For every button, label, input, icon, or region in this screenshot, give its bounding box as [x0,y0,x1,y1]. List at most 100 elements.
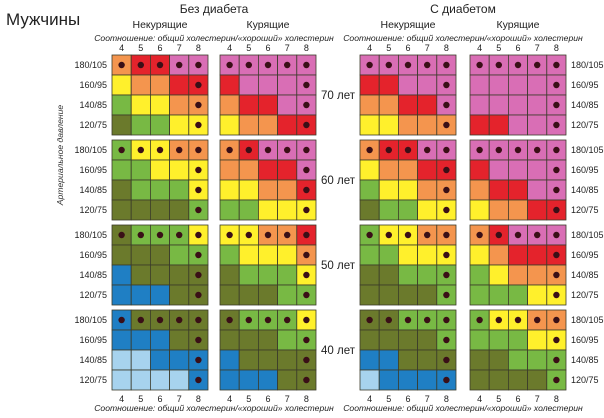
x-tick-label: 6 [265,394,270,404]
risk-cell [277,199,298,221]
risk-cell [257,74,278,96]
risk-dot [553,291,560,299]
xlabel-top-right: Соотношение: общий холестерин/«хороший» … [343,33,583,43]
x-tick-label: 8 [444,394,449,404]
risk-dot [553,121,560,129]
risk-cell [111,369,132,391]
risk-dot [226,316,233,324]
risk-dot [156,316,164,324]
risk-cell [130,94,151,116]
risk-dot [534,61,541,69]
risk-cell [417,244,438,266]
risk-dot [284,231,291,239]
risk-dot [118,231,125,239]
x-tick-label: 6 [157,43,162,53]
group-label-diabetes: С диабетом [430,2,496,16]
risk-cell [417,94,438,116]
panel-label-nonsmoker-no-diabetes: Некурящие [132,19,187,31]
risk-cell [219,349,240,371]
risk-cell [469,159,490,181]
risk-dot [366,316,373,324]
x-tick-label: 7 [535,43,540,53]
y-tick-label: 140/85 [79,185,107,195]
risk-cell [397,94,418,116]
risk-dot [303,101,310,109]
risk-cell [219,179,240,201]
risk-dot [284,146,291,154]
x-tick-label: 5 [496,394,501,404]
risk-cell [149,369,170,391]
y-tick-label: 140/85 [79,355,107,365]
ylabel: Артериальное давление [55,105,65,207]
x-tick-label: 6 [515,43,520,53]
x-tick-label: 7 [177,43,182,53]
risk-dot [245,146,252,154]
risk-cell [397,264,418,286]
risk-dot [385,231,392,239]
risk-dot [303,271,310,279]
risk-dot [424,231,431,239]
risk-cell [257,369,278,391]
risk-dot [476,316,483,324]
risk-cell [488,329,509,351]
risk-cell [488,264,509,286]
risk-cell [219,74,240,96]
risk-cell [219,369,240,391]
risk-cell [469,329,490,351]
risk-cell [527,179,548,201]
risk-dot [385,316,392,324]
risk-cell [149,284,170,306]
y-tick-label: 160/95 [571,80,599,90]
xlabel-bottom-left: Соотношение: общий холестерин/«хороший» … [94,403,334,413]
risk-cell [111,74,132,96]
risk-cell [111,159,132,181]
risk-cell [257,199,278,221]
risk-dot [137,231,144,239]
risk-dot [264,316,272,324]
risk-cell [277,159,298,181]
risk-dot [553,186,560,194]
risk-cell [397,284,418,306]
risk-cell [378,159,399,181]
risk-dot [443,336,450,344]
grid-container: 4 5 6 7 8 4 5 6 7 8 4 5 6 7 8 4 5 6 7 8 180/105 180/105 160/95… [74,43,603,404]
risk-dot [303,356,310,364]
risk-dot [495,231,502,239]
risk-dot [264,146,272,154]
risk-dot [553,251,560,259]
risk-cell [507,369,528,391]
risk-cell [469,349,490,371]
risk-dot [118,146,125,154]
y-tick-label: 180/105 [74,230,107,240]
risk-cell [359,284,380,306]
risk-dot [303,166,310,174]
risk-cell [169,179,190,201]
risk-cell [469,264,490,286]
risk-cell [378,244,399,266]
x-tick-label: 7 [535,394,540,404]
risk-cell [397,369,418,391]
risk-cell [149,114,170,136]
risk-cell [507,114,528,136]
risk-cell [149,159,170,181]
risk-cell [238,159,259,181]
risk-cell [507,94,528,116]
risk-dot [553,61,560,69]
panel-label-smoker-no-diabetes: Курящие [247,19,290,31]
risk-cell [111,114,132,136]
risk-cell [397,329,418,351]
risk-dot [195,271,202,279]
risk-cell [527,349,548,371]
y-tick-label: 160/95 [571,250,599,260]
x-tick-label: 8 [304,394,309,404]
risk-cell [169,264,190,286]
risk-cell [257,114,278,136]
risk-cell [130,74,151,96]
risk-dot [476,231,483,239]
risk-dot [553,101,560,109]
risk-dot [443,356,450,364]
risk-cell [488,369,509,391]
risk-cell [359,199,380,221]
risk-cell [469,179,490,201]
risk-dot [303,376,310,384]
